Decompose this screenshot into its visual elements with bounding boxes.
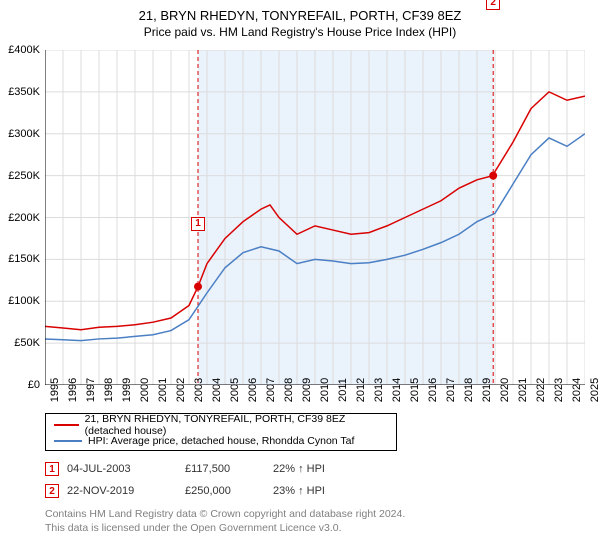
chart-svg [45,50,585,385]
legend: 21, BRYN RHEDYN, TONYREFAIL, PORTH, CF39… [45,413,397,451]
chart-marker-1: 1 [191,217,205,231]
y-tick-label: £250K [8,170,40,182]
data-pct-1: 22% ↑ HPI [273,463,353,475]
x-tick-label: 2013 [373,378,385,402]
data-date-2: 22-NOV-2019 [67,485,177,497]
legend-item-hpi: HPI: Average price, detached house, Rhon… [54,433,388,449]
legend-swatch-property [54,424,79,426]
x-tick-label: 2019 [481,378,493,402]
x-tick-label: 1997 [85,378,97,402]
x-tick-label: 1998 [103,378,115,402]
x-tick-label: 2006 [247,378,259,402]
x-tick-label: 2009 [301,378,313,402]
y-tick-label: £50K [14,337,40,349]
x-tick-label: 2017 [445,378,457,402]
x-tick-label: 1999 [121,378,133,402]
x-tick-label: 2015 [409,378,421,402]
x-tick-label: 2012 [355,378,367,402]
x-tick-label: 1995 [49,378,61,402]
chart-marker-2: 2 [486,0,500,10]
y-tick-label: £400K [8,44,40,56]
x-tick-label: 2002 [175,378,187,402]
y-tick-label: £350K [8,86,40,98]
legend-label-property: 21, BRYN RHEDYN, TONYREFAIL, PORTH, CF39… [85,413,388,437]
marker-badge-2: 2 [45,484,59,498]
legend-label-hpi: HPI: Average price, detached house, Rhon… [88,435,354,447]
x-tick-label: 2005 [229,378,241,402]
data-price-1: £117,500 [185,463,265,475]
x-tick-label: 2004 [211,378,223,402]
x-tick-label: 2008 [283,378,295,402]
x-tick-label: 2024 [571,378,583,402]
data-row-1: 1 04-JUL-2003 £117,500 22% ↑ HPI [45,458,585,480]
x-tick-label: 2020 [499,378,511,402]
x-tick-label: 2016 [427,378,439,402]
chart-container: 21, BRYN RHEDYN, TONYREFAIL, PORTH, CF39… [0,0,600,560]
x-tick-label: 2010 [319,378,331,402]
footnote-line2: This data is licensed under the Open Gov… [45,522,405,536]
chart-area: £0£50K£100K£150K£200K£250K£300K£350K£400… [45,50,585,385]
x-tick-label: 2003 [193,378,205,402]
footnote-line1: Contains HM Land Registry data © Crown c… [45,508,405,522]
x-tick-label: 2018 [463,378,475,402]
x-tick-label: 2025 [589,378,600,402]
footnote: Contains HM Land Registry data © Crown c… [45,508,405,535]
y-tick-label: £200K [8,212,40,224]
x-tick-label: 2014 [391,378,403,402]
title-block: 21, BRYN RHEDYN, TONYREFAIL, PORTH, CF39… [0,0,600,39]
y-tick-label: £150K [8,253,40,265]
x-tick-label: 2023 [553,378,565,402]
data-date-1: 04-JUL-2003 [67,463,177,475]
y-tick-label: £0 [28,379,40,391]
y-tick-label: £100K [8,295,40,307]
data-price-2: £250,000 [185,485,265,497]
chart-title-address: 21, BRYN RHEDYN, TONYREFAIL, PORTH, CF39… [0,8,600,23]
x-tick-label: 2021 [517,378,529,402]
x-tick-label: 2001 [157,378,169,402]
marker-badge-1: 1 [45,462,59,476]
chart-subtitle: Price paid vs. HM Land Registry's House … [0,25,600,39]
x-tick-label: 2011 [337,378,349,402]
y-tick-label: £300K [8,128,40,140]
x-tick-label: 2007 [265,378,277,402]
legend-item-property: 21, BRYN RHEDYN, TONYREFAIL, PORTH, CF39… [54,417,388,433]
x-tick-label: 2000 [139,378,151,402]
data-pct-2: 23% ↑ HPI [273,485,353,497]
data-point-rows: 1 04-JUL-2003 £117,500 22% ↑ HPI 2 22-NO… [45,458,585,502]
data-row-2: 2 22-NOV-2019 £250,000 23% ↑ HPI [45,480,585,502]
x-tick-label: 2022 [535,378,547,402]
legend-swatch-hpi [54,440,82,442]
x-tick-label: 1996 [67,378,79,402]
